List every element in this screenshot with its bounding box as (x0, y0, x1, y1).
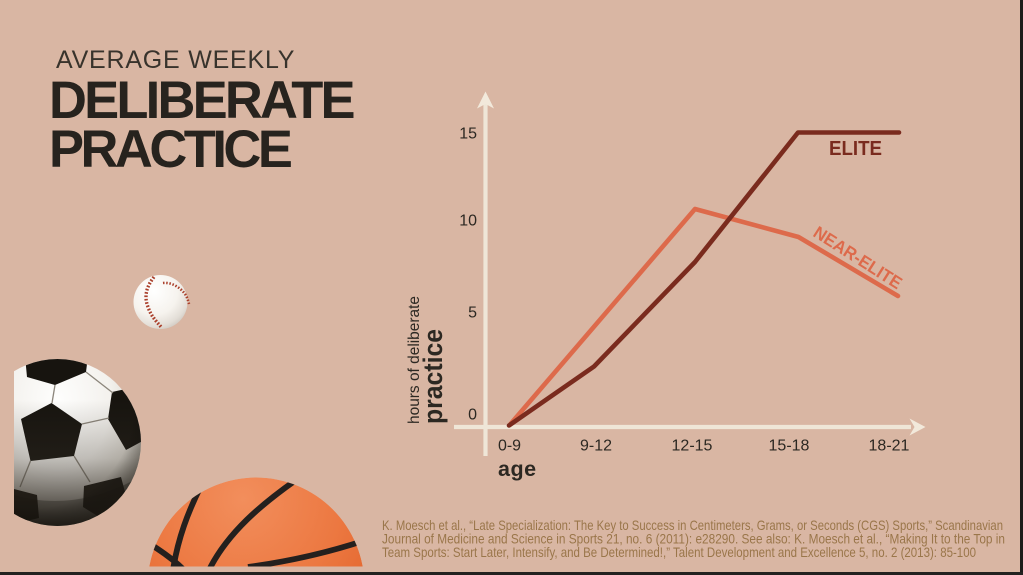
svg-text:15-18: 15-18 (769, 438, 810, 455)
svg-text:18-21: 18-21 (869, 438, 910, 455)
svg-text:K. Moesch et al., “Late Specia: K. Moesch et al., “Late Specialization: … (382, 518, 1003, 533)
svg-text:NEAR-ELITE: NEAR-ELITE (810, 222, 906, 293)
svg-text:12-15: 12-15 (672, 438, 713, 455)
svg-text:Journal of Medicine and Scienc: Journal of Medicine and Science in Sport… (382, 532, 1005, 547)
svg-text:9-12: 9-12 (580, 438, 612, 455)
svg-text:10: 10 (459, 213, 477, 230)
svg-text:15: 15 (459, 126, 477, 143)
svg-text:ELITE: ELITE (829, 137, 882, 160)
svg-text:age: age (498, 457, 537, 481)
svg-text:5: 5 (468, 305, 477, 322)
svg-text:Team Sports: Start Later, Inte: Team Sports: Start Later, Intensify, and… (382, 545, 976, 560)
svg-text:0-9: 0-9 (498, 438, 521, 455)
svg-text:practice: practice (418, 329, 448, 424)
svg-text:hours of deliberate: hours of deliberate (406, 296, 423, 424)
svg-text:0: 0 (468, 407, 477, 424)
